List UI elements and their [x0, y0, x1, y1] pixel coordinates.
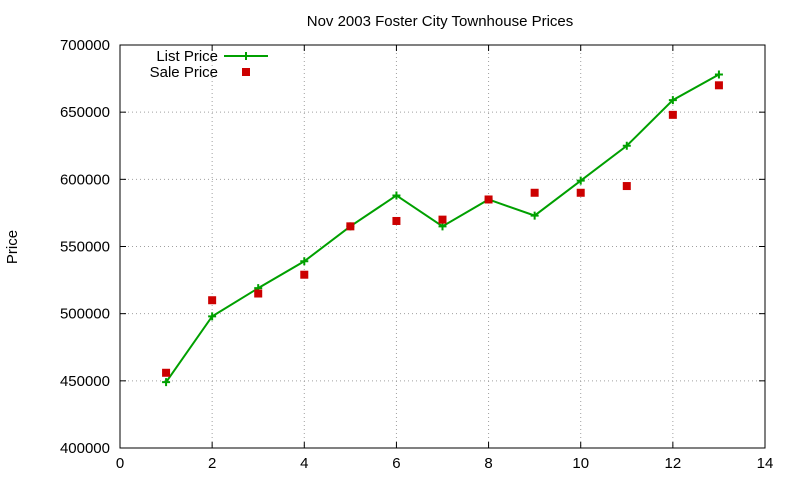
x-tick-label: 8 — [484, 455, 492, 472]
data-point — [714, 70, 723, 79]
data-point — [392, 191, 401, 200]
legend-marker — [242, 52, 250, 60]
chart-title: Nov 2003 Foster City Townhouse Prices — [307, 13, 574, 30]
data-point — [484, 195, 493, 204]
x-tick-label: 6 — [392, 455, 400, 472]
x-tick-label: 10 — [572, 455, 589, 472]
legend-label: Sale Price — [150, 64, 218, 81]
data-point — [208, 312, 217, 321]
x-tick-label: 0 — [116, 455, 124, 472]
series-sale-price — [162, 81, 723, 377]
x-tick-label: 14 — [757, 455, 774, 472]
data-point — [622, 141, 631, 150]
data-point — [530, 211, 539, 220]
legend-entry: Sale Price — [150, 64, 250, 81]
data-point — [392, 216, 401, 225]
legend-marker — [242, 68, 250, 76]
x-tick-label: 12 — [665, 455, 682, 472]
data-point — [668, 110, 677, 119]
data-point — [576, 176, 585, 185]
legend-entry: List Price — [156, 48, 268, 65]
y-tick-label: 500000 — [60, 306, 110, 323]
y-tick-label: 650000 — [60, 104, 110, 121]
data-point — [208, 296, 217, 305]
data-point — [438, 222, 447, 231]
x-tick-label: 2 — [208, 455, 216, 472]
y-tick-label: 450000 — [60, 373, 110, 390]
y-tick-label: 600000 — [60, 171, 110, 188]
data-point — [668, 96, 677, 105]
y-axis-label: Price — [4, 230, 21, 264]
data-point — [622, 182, 631, 191]
legend-label: List Price — [156, 48, 218, 65]
data-point — [346, 222, 355, 231]
y-tick-label: 700000 — [60, 37, 110, 54]
x-tick-label: 4 — [300, 455, 308, 472]
data-point — [162, 378, 171, 387]
series — [162, 70, 723, 387]
data-point — [576, 188, 585, 197]
data-point — [438, 215, 447, 224]
axes: 0 2 4 6 8 10 12 14 400000 450000 500000 550000 60000… — [60, 37, 773, 472]
data-point — [714, 81, 723, 90]
series-list-price — [162, 70, 723, 387]
data-point — [530, 188, 539, 197]
y-tick-label: 400000 — [60, 440, 110, 457]
data-point — [300, 270, 309, 279]
data-point — [300, 257, 309, 266]
y-tick-label: 550000 — [60, 239, 110, 256]
data-point — [254, 289, 263, 298]
data-point — [162, 368, 171, 377]
